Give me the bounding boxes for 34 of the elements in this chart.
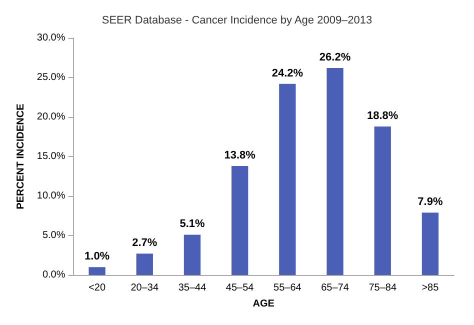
bar [88,267,106,275]
bar [279,84,296,275]
y-tick-label: 15.0% [36,151,66,162]
data-label: 5.1% [180,218,205,230]
bar [232,166,248,275]
x-tick-label: 55–64 [274,282,302,294]
x-tick-label: 35–44 [178,282,207,294]
data-label: 13.8% [224,149,256,162]
chart-title: SEER Database - Cancer Incidence by Age 2009–2013 [102,14,372,26]
x-tick-label: >85 [422,282,440,294]
y-tick-label: 20.0% [36,112,66,122]
data-label: 24.2% [272,67,304,80]
bar [184,234,201,275]
bar [136,254,153,275]
y-tick-label: 0.0% [42,270,66,280]
data-label: 2.7% [132,237,158,250]
y-tick-label: 30.0% [36,32,66,44]
x-tick-label: 65–74 [321,282,350,294]
x-tick-label: 75–84 [368,282,397,294]
data-label: 26.2% [319,52,351,64]
y-axis-title: PERCENT INCIDENCE [16,103,26,210]
y-tick-label: 10.0% [36,190,66,202]
data-label: 18.8% [367,110,398,122]
bar [422,212,439,275]
data-label: 7.9% [418,196,443,208]
x-axis-title: AGE [252,298,275,310]
data-label: 1.0% [84,250,110,263]
x-tick-label: 20–34 [130,282,159,294]
bar [374,126,391,275]
bar [326,68,344,275]
y-tick-label: 25.0% [36,72,66,83]
x-tick-label: <20 [88,282,106,294]
x-tick-label: 45–54 [226,282,254,294]
y-tick-label: 5.0% [42,230,66,241]
